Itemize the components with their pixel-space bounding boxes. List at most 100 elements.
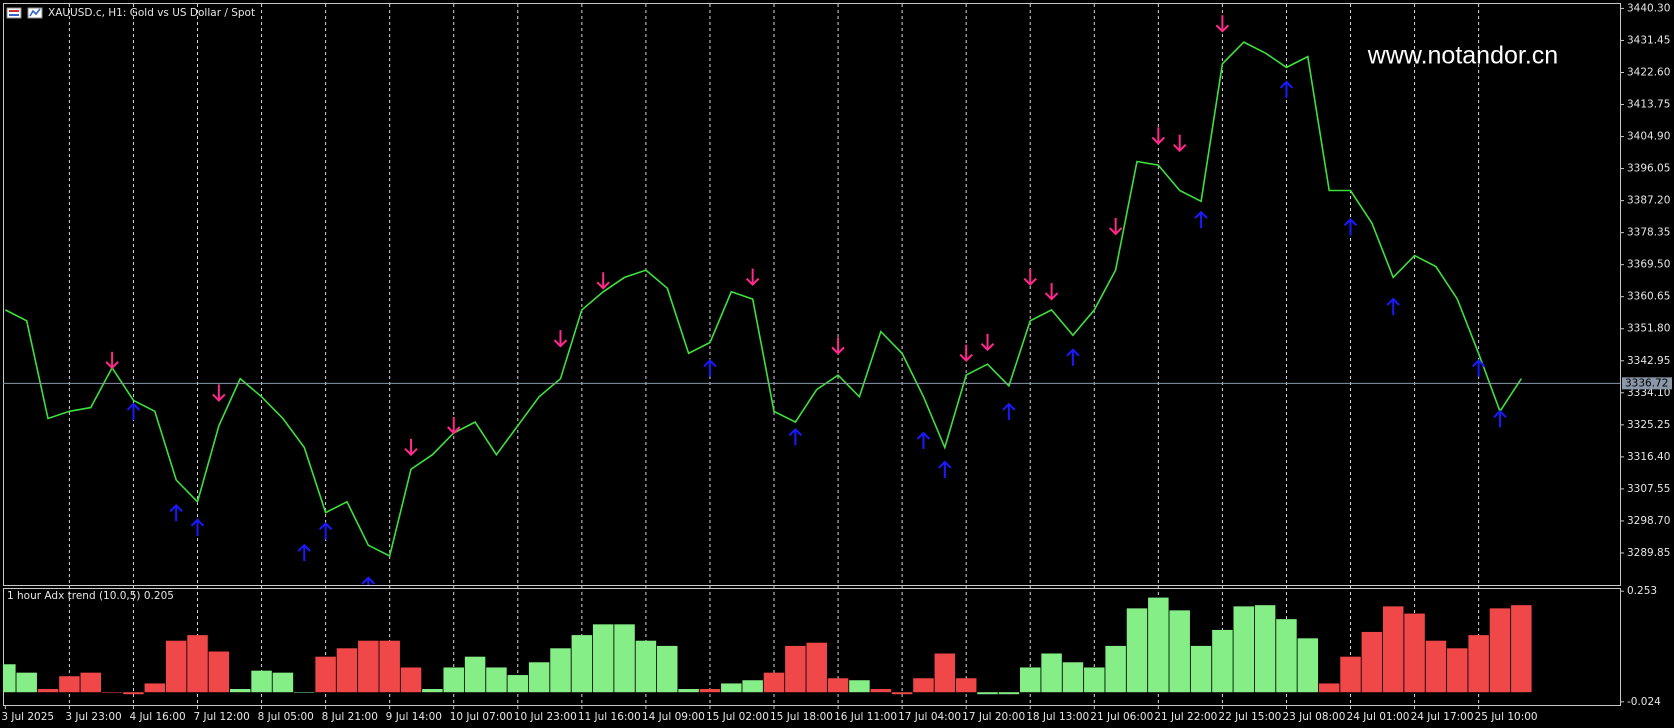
x-tick-label: 15 Jul 18:00 xyxy=(770,711,833,723)
y-tick-label: 3325.25 xyxy=(1627,419,1670,431)
sell-arrow xyxy=(831,337,845,355)
x-tick-label: 17 Jul 04:00 xyxy=(898,711,961,723)
sell-arrow xyxy=(959,344,973,363)
sell-arrow xyxy=(1151,127,1166,145)
histogram-bar xyxy=(3,664,16,693)
histogram-bar xyxy=(763,672,785,693)
histogram-bar xyxy=(934,653,956,693)
histogram-bar xyxy=(955,678,977,693)
histogram-bar xyxy=(59,676,80,693)
histogram-bar xyxy=(486,667,507,693)
y-tick-label: 3342.95 xyxy=(1627,355,1670,367)
histogram-bar xyxy=(336,648,358,693)
y-tick-label: 3316.40 xyxy=(1627,451,1670,463)
histogram-bar xyxy=(1468,635,1489,693)
histogram-bar xyxy=(1190,645,1212,693)
histogram-bar xyxy=(1105,645,1126,693)
histogram-bar xyxy=(1148,597,1169,693)
watermark: www.notandor.cn xyxy=(1367,42,1558,70)
y-tick-label: 3334.10 xyxy=(1627,387,1670,399)
histogram-bar xyxy=(1041,653,1062,693)
y-tick-label: 3387.20 xyxy=(1627,195,1670,207)
buy-arrow xyxy=(1386,297,1400,316)
histogram-bar xyxy=(657,645,678,693)
x-tick-label: 23 Jul 08:00 xyxy=(1282,711,1345,723)
buy-arrow xyxy=(1493,409,1507,428)
buy-arrow xyxy=(1066,348,1080,366)
sell-arrow xyxy=(1215,15,1230,33)
buy-arrow xyxy=(1194,210,1208,229)
x-tick-label: 14 Jul 09:00 xyxy=(642,711,705,723)
histogram-bar xyxy=(699,689,721,693)
histogram-bar xyxy=(272,672,294,693)
x-tick-label: 4 Jul 16:00 xyxy=(129,711,185,723)
histogram-bar xyxy=(294,692,315,693)
x-tick-label: 11 Jul 16:00 xyxy=(578,711,641,723)
histogram-bar xyxy=(422,689,443,693)
x-tick-label: 24 Jul 17:00 xyxy=(1411,711,1474,723)
x-tick-label: 8 Jul 05:00 xyxy=(258,711,314,723)
indicator-plot xyxy=(3,597,1532,695)
indicator-title: 1 hour Adx trend (10.0,5) 0.205 xyxy=(7,590,174,602)
histogram-bar xyxy=(443,667,464,693)
histogram-bar xyxy=(550,648,571,693)
histogram-bar xyxy=(187,635,208,693)
buy-arrow xyxy=(1002,402,1016,421)
histogram-bar xyxy=(785,645,806,693)
y-tick-label: 3413.75 xyxy=(1627,99,1670,111)
current-price-box xyxy=(1622,377,1672,390)
x-tick-label: 15 Jul 02:00 xyxy=(706,711,769,723)
histogram-bar xyxy=(1062,662,1084,693)
x-tick-label: 8 Jul 21:00 xyxy=(322,711,378,723)
histogram-bar xyxy=(1297,638,1319,693)
x-tick-label: 21 Jul 06:00 xyxy=(1090,711,1153,723)
sell-arrow xyxy=(1172,134,1187,153)
buy-arrow xyxy=(126,402,141,421)
histogram-bar xyxy=(1318,683,1340,693)
histogram-bar xyxy=(16,672,37,693)
histogram-bar xyxy=(1212,629,1233,693)
buy-arrow xyxy=(169,503,183,522)
histogram-bar xyxy=(977,692,998,695)
histogram-bar xyxy=(251,670,272,693)
y-tick-label: 0.253 xyxy=(1627,585,1657,597)
histogram-bar xyxy=(1489,608,1511,693)
x-tick-label: 25 Jul 10:00 xyxy=(1475,711,1538,723)
y-tick-label: 3369.50 xyxy=(1627,259,1670,271)
histogram-bar xyxy=(1340,656,1361,693)
histogram-bar xyxy=(1404,613,1425,693)
histogram-bar xyxy=(806,642,827,693)
histogram-bar xyxy=(849,680,870,693)
y-tick-label: 3422.60 xyxy=(1627,66,1670,78)
histogram-bar xyxy=(891,692,913,695)
histogram-bar xyxy=(379,640,400,693)
histogram-bar xyxy=(1276,619,1297,693)
sell-arrow xyxy=(1023,268,1037,287)
histogram-bar xyxy=(528,662,550,693)
price-plot xyxy=(3,15,1620,585)
y-tick-label: 3431.45 xyxy=(1627,34,1670,46)
chart-title: XAUUSD.c, H1: Gold vs US Dollar / Spot xyxy=(48,7,255,19)
histogram-bar xyxy=(144,683,166,693)
histogram-bar xyxy=(208,651,230,693)
x-tick-label: 18 Jul 13:00 xyxy=(1026,711,1089,723)
buy-arrow xyxy=(703,359,717,377)
x-tick-label: 3 Jul 2025 xyxy=(1,711,54,723)
histogram-bar xyxy=(123,692,144,695)
histogram-bar xyxy=(1084,667,1105,693)
histogram-bar xyxy=(507,675,529,693)
buy-arrow xyxy=(1343,218,1358,236)
histogram-bar xyxy=(80,672,101,693)
price-line xyxy=(4,41,1522,558)
buy-arrow xyxy=(1471,359,1486,377)
y-tick-label: 3378.35 xyxy=(1627,227,1670,239)
histogram-bar xyxy=(571,635,593,693)
histogram-bar xyxy=(37,689,59,693)
histogram-bar xyxy=(592,624,614,693)
histogram-bar xyxy=(1361,631,1383,693)
sell-arrow xyxy=(980,333,995,352)
x-tick-label: 10 Jul 23:00 xyxy=(514,711,577,723)
histogram-bar xyxy=(1019,667,1041,693)
x-tick-label: 16 Jul 11:00 xyxy=(834,711,897,723)
